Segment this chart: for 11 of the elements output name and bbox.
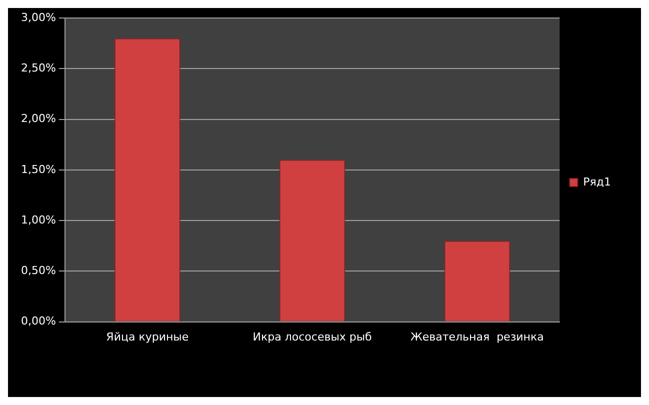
- y-tick-label: 0,50%: [20, 264, 56, 278]
- x-tick-label: Икра лососевых рыб: [252, 330, 372, 344]
- y-tick-label: 0,00%: [20, 314, 56, 328]
- legend-label: Ряд1: [583, 175, 612, 188]
- y-tick-label: 1,00%: [20, 213, 56, 226]
- y-tick-label: 3,00%: [20, 10, 56, 24]
- y-tick-label: 2,00%: [20, 112, 56, 126]
- x-tick-label: Жевательная резинка: [410, 330, 544, 344]
- y-tick-label: 2,50%: [20, 61, 56, 74]
- y-tick-label: 1,50%: [20, 162, 56, 176]
- x-tick-label: Яйца куриные: [106, 330, 189, 344]
